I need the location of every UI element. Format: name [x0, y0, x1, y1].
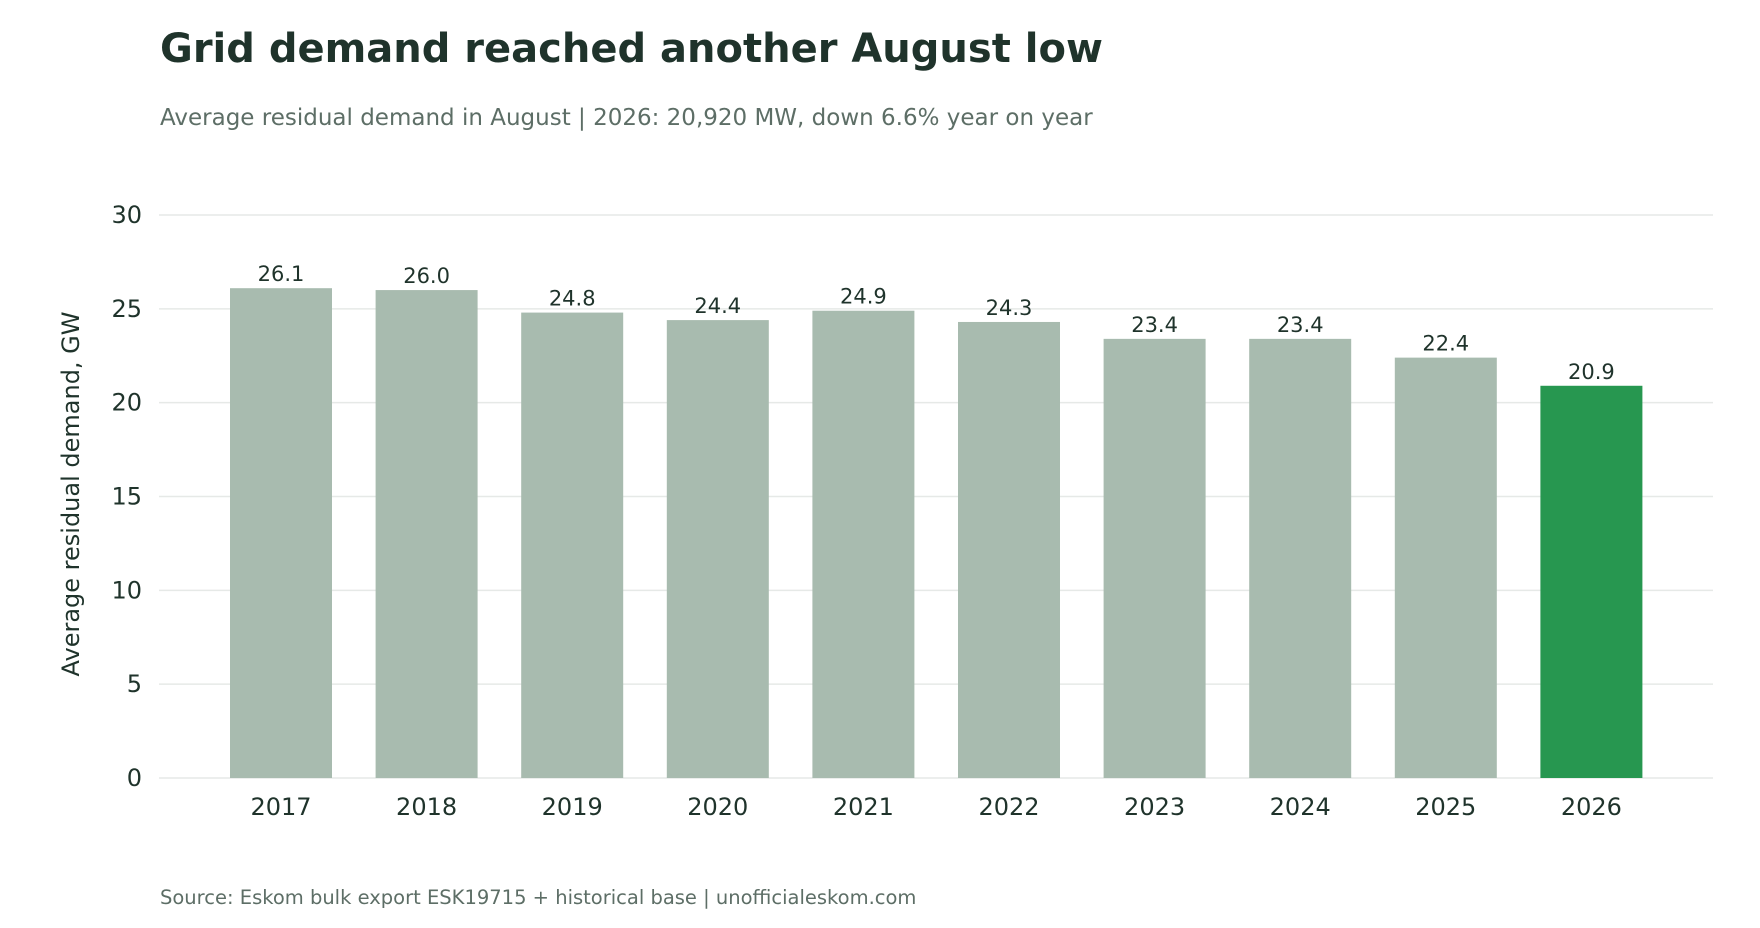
- bar-2026: [1540, 385, 1643, 778]
- bar-2024: [1249, 338, 1352, 778]
- y-tick-label: 0: [127, 764, 142, 792]
- bar-2019: [521, 312, 624, 778]
- x-tick-label-2024: 2024: [1270, 793, 1331, 821]
- y-tick-label: 30: [111, 201, 142, 229]
- x-tick-label-2026: 2026: [1561, 793, 1622, 821]
- bars: [230, 288, 1643, 778]
- data-label-2026: 20.9: [1568, 360, 1615, 384]
- y-axis-label: Average residual demand, GW: [57, 311, 85, 676]
- x-tick-label-2021: 2021: [833, 793, 894, 821]
- x-tick-label-2025: 2025: [1415, 793, 1476, 821]
- x-axis-ticks: 2017 2018 2019 2020 2021 2022 2023 2024 2025 2026: [250, 793, 1621, 821]
- data-label-2018: 26.0: [403, 264, 450, 288]
- bar-2025: [1394, 357, 1497, 778]
- data-label-2020: 24.4: [694, 294, 741, 318]
- data-labels: 26.1 26.0 24.8 24.4 24.9 24.3 23.4 23.4 22.4 20.9: [258, 262, 1615, 384]
- y-tick-label: 25: [111, 295, 142, 323]
- x-tick-label-2022: 2022: [978, 793, 1039, 821]
- bar-2017: [230, 288, 332, 778]
- bar-2020: [666, 320, 769, 778]
- data-label-2022: 24.3: [986, 296, 1033, 320]
- data-label-2024: 23.4: [1277, 313, 1324, 337]
- x-tick-label-2023: 2023: [1124, 793, 1185, 821]
- data-label-2017: 26.1: [258, 262, 305, 286]
- y-tick-label: 20: [111, 389, 142, 417]
- y-tick-label: 10: [111, 576, 142, 604]
- chart-subtitle: Average residual demand in August | 2026…: [160, 105, 1093, 131]
- data-label-2025: 22.4: [1422, 332, 1469, 356]
- chart-title: Grid demand reached another August low: [160, 26, 1103, 72]
- bar-2021: [812, 310, 915, 778]
- y-tick-label: 5: [127, 670, 142, 698]
- x-tick-label-2018: 2018: [396, 793, 457, 821]
- data-label-2023: 23.4: [1131, 313, 1178, 337]
- bar-2022: [958, 321, 1060, 778]
- x-tick-label-2017: 2017: [250, 793, 311, 821]
- y-tick-label: 15: [111, 483, 142, 511]
- data-label-2019: 24.8: [549, 287, 596, 311]
- bar-2018: [375, 290, 478, 778]
- x-tick-label-2020: 2020: [687, 793, 748, 821]
- data-label-2021: 24.9: [840, 285, 887, 309]
- x-tick-label-2019: 2019: [542, 793, 603, 821]
- source-note: Source: Eskom bulk export ESK19715 + his…: [160, 886, 917, 909]
- bar-2023: [1103, 338, 1206, 778]
- y-axis-ticks: 0 5 10 15 20 25 30: [111, 201, 142, 792]
